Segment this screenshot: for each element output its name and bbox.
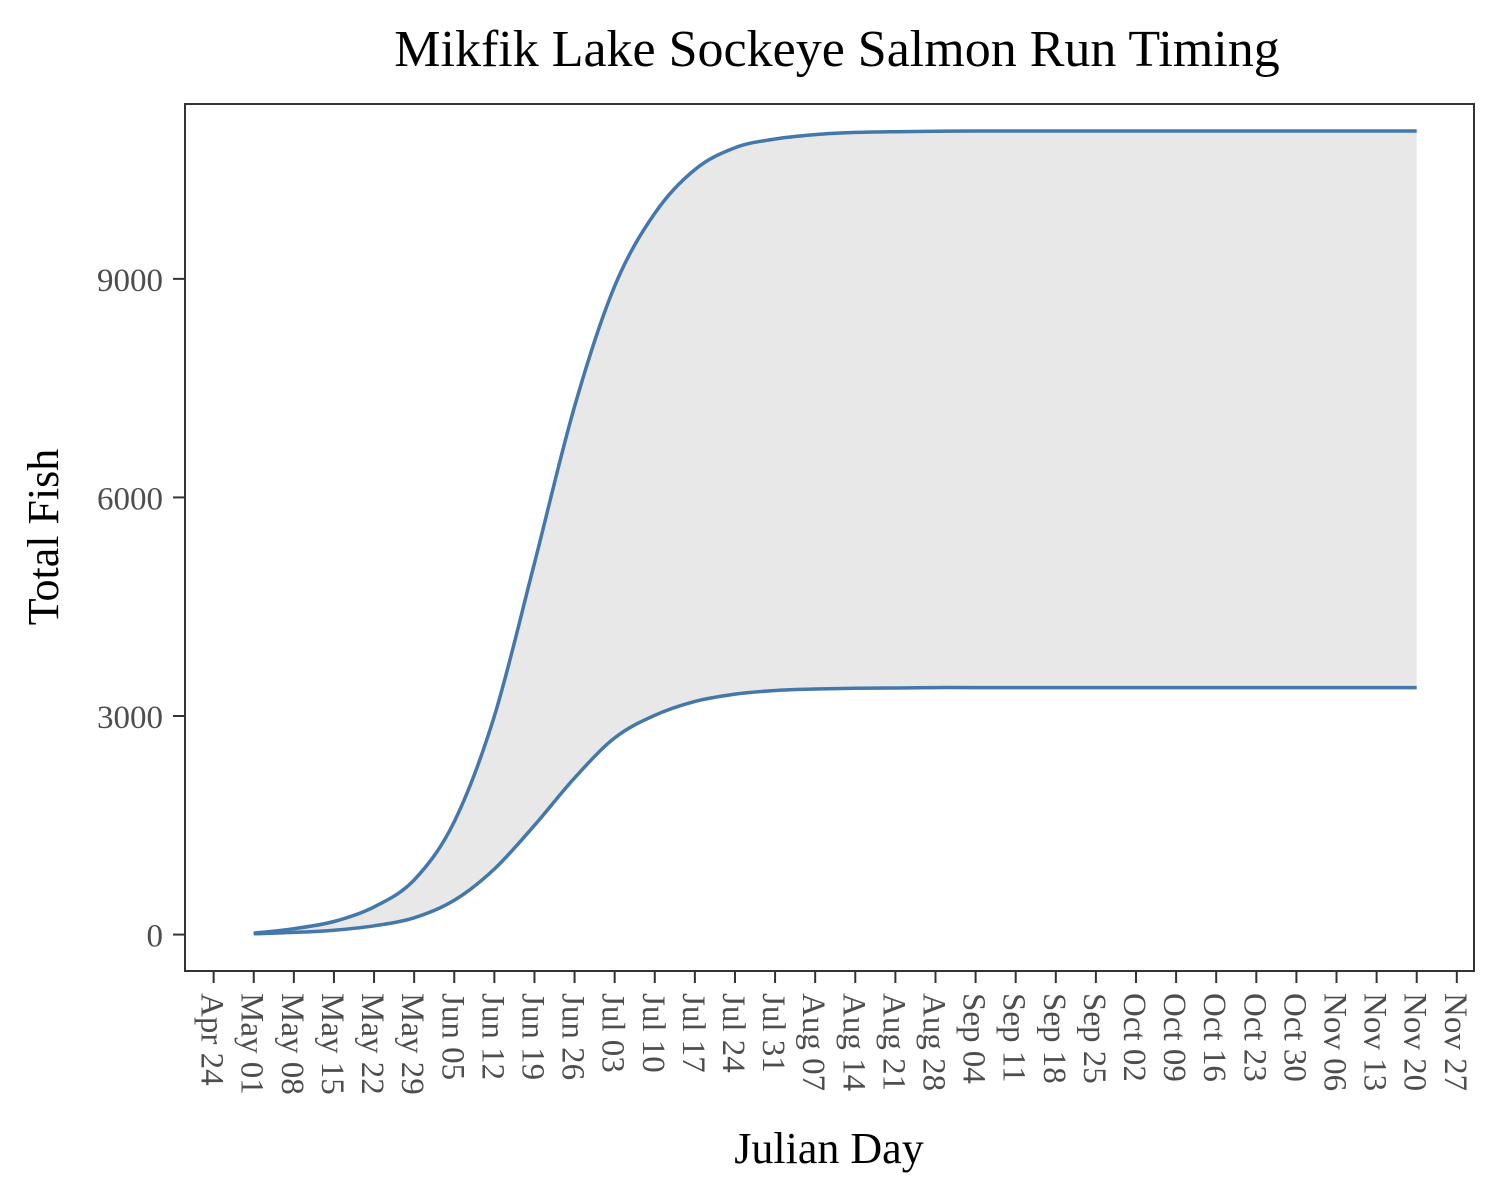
y-tick-label: 6000: [97, 481, 163, 517]
x-tick-label: Oct 16: [1196, 993, 1232, 1082]
y-axis-title: Total Fish: [19, 449, 68, 626]
chart-title: Mikfik Lake Sockeye Salmon Run Timing: [394, 21, 1279, 78]
x-tick-label: Jun 05: [434, 993, 470, 1080]
x-tick-label: Apr 24: [194, 993, 230, 1086]
x-tick-label: Aug 21: [875, 993, 911, 1091]
x-tick-label: Jun 12: [474, 993, 510, 1080]
x-axis: Apr 24 May 01 May 08 May 15 May 22 May 29 Jun …: [194, 971, 1473, 1095]
x-tick-label: Nov 13: [1357, 993, 1393, 1091]
x-tick-label: Aug 28: [916, 993, 952, 1091]
x-tick-label: Sep 18: [1036, 993, 1072, 1084]
x-tick-label: Nov 27: [1437, 993, 1473, 1091]
x-tick-label: Aug 07: [795, 993, 831, 1091]
x-tick-label: Jul 10: [635, 993, 671, 1073]
band-layer: [253, 130, 1417, 934]
range-band: [253, 130, 1417, 934]
y-axis: 0 3000 6000 9000: [97, 263, 185, 955]
x-tick-label: May 15: [314, 993, 350, 1095]
upper-bound-line: [253, 129, 1417, 935]
y-tick-label: 3000: [97, 700, 163, 736]
x-tick-label: Aug 14: [835, 993, 871, 1091]
lower-bound-line: [253, 685, 1417, 936]
x-tick-label: Jul 17: [675, 993, 711, 1073]
x-axis-title: Julian Day: [734, 1124, 923, 1173]
x-tick-label: Jul 24: [715, 993, 751, 1073]
panel-border: [184, 103, 1475, 972]
x-tick-label: May 29: [394, 993, 430, 1095]
y-tick-label: 0: [147, 919, 164, 955]
x-tick-label: Jul 03: [595, 993, 631, 1073]
x-tick-label: Nov 20: [1397, 993, 1433, 1091]
x-tick-label: Oct 02: [1116, 993, 1152, 1082]
y-tick-label: 9000: [97, 263, 163, 299]
x-tick-label: Jul 31: [755, 993, 791, 1073]
x-tick-label: Jun 26: [555, 993, 591, 1080]
x-tick-label: Jun 19: [515, 993, 551, 1080]
series-lines: [253, 129, 1417, 936]
x-tick-label: Sep 04: [956, 993, 992, 1084]
x-tick-label: Sep 25: [1076, 993, 1112, 1084]
x-tick-label: Sep 11: [996, 993, 1032, 1083]
x-tick-label: Oct 23: [1236, 993, 1272, 1082]
x-tick-label: Nov 06: [1317, 993, 1353, 1091]
x-tick-label: Oct 30: [1276, 993, 1312, 1082]
x-tick-label: May 22: [354, 993, 390, 1095]
x-tick-label: May 01: [234, 993, 270, 1095]
x-tick-label: May 08: [274, 993, 310, 1095]
x-tick-label: Oct 09: [1156, 993, 1192, 1082]
